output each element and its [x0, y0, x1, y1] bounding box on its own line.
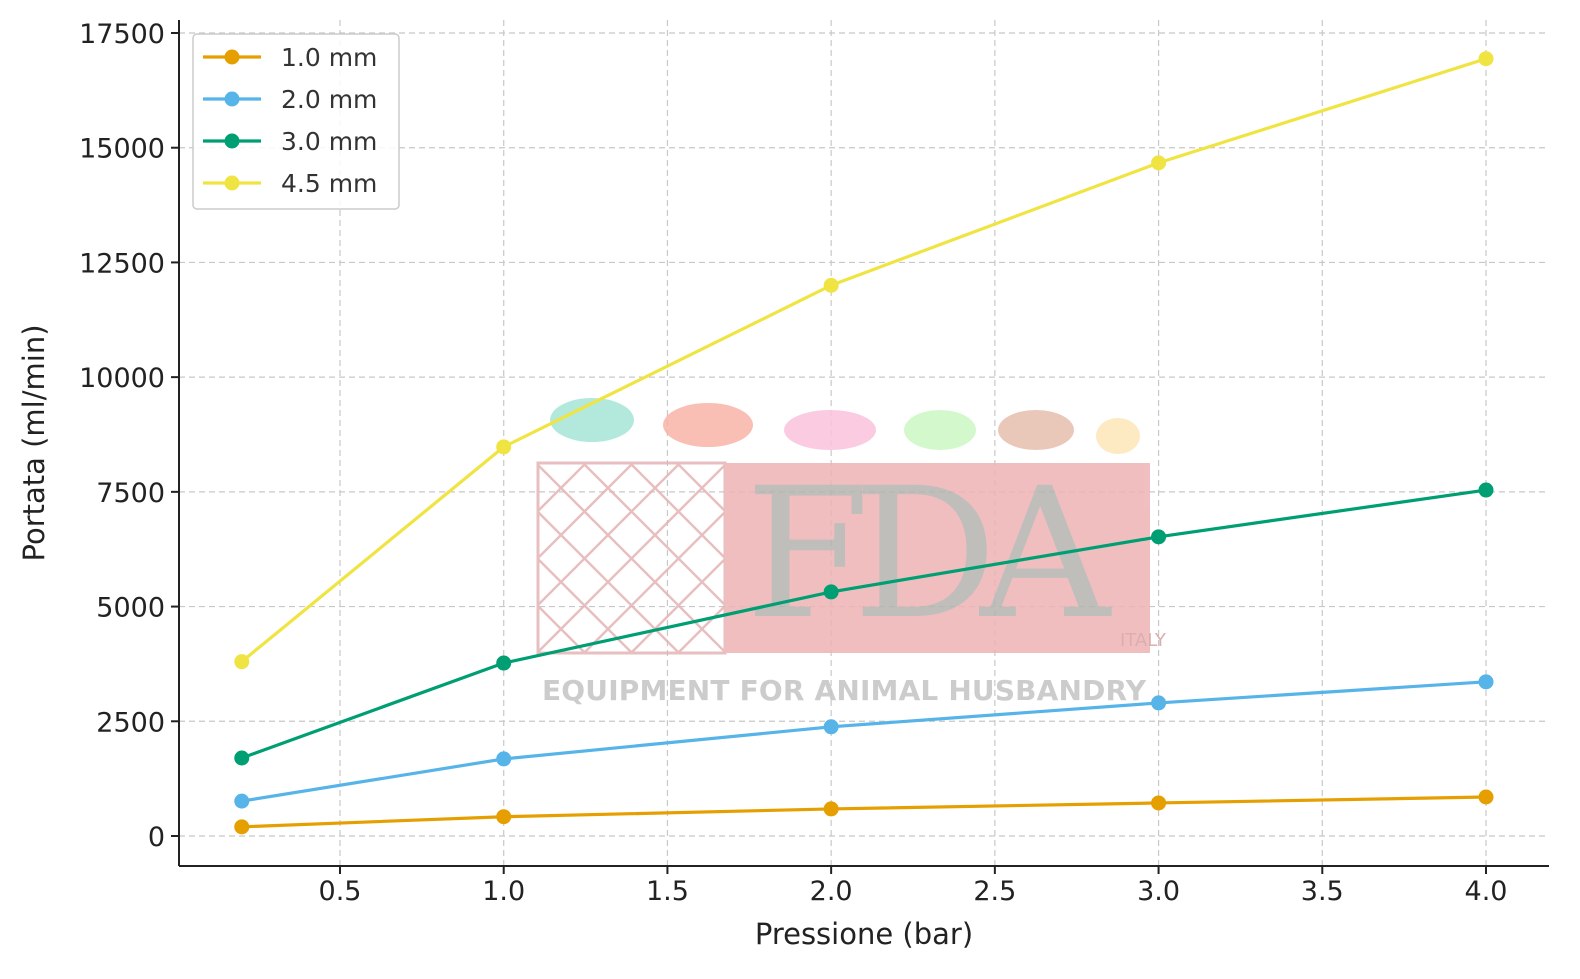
data-point	[1151, 529, 1167, 545]
hatch-line	[537, 462, 587, 512]
y-tick-label: 5000	[96, 593, 165, 624]
pig-icon	[784, 410, 876, 450]
series-line	[241, 795, 1487, 829]
legend-swatch-marker	[224, 133, 240, 149]
hatch-line	[629, 462, 726, 559]
legend-swatch-marker	[224, 175, 240, 191]
y-tick-label: 2500	[96, 707, 165, 738]
data-point	[823, 719, 839, 735]
data-point	[234, 750, 250, 766]
legend-label: 2.0 mm	[281, 85, 377, 114]
fda-watermark-logo: FDA ITALY EQUIPMENT FOR ANIMAL HUSBANDRY	[536, 398, 1167, 707]
data-point	[234, 819, 250, 835]
hatch-line	[582, 462, 726, 606]
horse-icon	[550, 398, 634, 442]
data-point	[1151, 695, 1167, 711]
watermark-red-box	[725, 463, 1150, 653]
hatch-line	[537, 462, 634, 559]
series-lines	[234, 51, 1494, 835]
series-2-0-mm	[234, 674, 1494, 809]
x-tick-label: 3.5	[1301, 876, 1344, 907]
data-point	[234, 654, 250, 670]
x-tick-label: 1.5	[646, 876, 689, 907]
x-tick-label: 1.0	[482, 876, 525, 907]
sheep-icon	[904, 410, 976, 450]
x-tick-label: 0.5	[319, 876, 362, 907]
legend-label: 1.0 mm	[281, 43, 377, 72]
x-tick-label: 3.0	[1137, 876, 1180, 907]
data-point	[234, 793, 250, 809]
legend-label: 3.0 mm	[281, 127, 377, 156]
cow-icon	[663, 403, 753, 447]
y-tick-label: 7500	[96, 478, 165, 509]
data-point	[1151, 795, 1167, 811]
data-point	[496, 439, 512, 455]
hatch-line	[723, 462, 726, 465]
series-4-5-mm	[234, 51, 1494, 670]
y-axis-label: Portata (ml/min)	[17, 324, 51, 561]
y-tick-label: 17500	[79, 19, 165, 50]
dog-icon	[998, 410, 1074, 450]
watermark-country: ITALY	[1120, 630, 1167, 651]
ticks: 0.5 1.0 1.5 2.0 2.5 3.0 3.5 4.0 0 2500 5000 7500 100…	[79, 19, 1507, 907]
legend-swatch-marker	[224, 49, 240, 65]
data-point	[496, 655, 512, 671]
legend-swatch-marker	[224, 91, 240, 107]
data-point	[1478, 51, 1494, 67]
x-tick-label: 2.5	[973, 876, 1016, 907]
hatch-line	[537, 462, 540, 465]
data-point	[496, 809, 512, 825]
data-point	[1478, 482, 1494, 498]
x-axis-label: Pressione (bar)	[755, 917, 973, 951]
series-1-0-mm	[234, 789, 1494, 835]
hatch-line	[537, 464, 726, 653]
x-tick-label: 4.0	[1465, 876, 1508, 907]
data-point	[823, 801, 839, 817]
y-tick-label: 10000	[79, 363, 165, 394]
data-point	[1478, 789, 1494, 805]
hatch-line	[676, 462, 726, 512]
chicken-icon	[1096, 418, 1140, 454]
x-tick-label: 2.0	[810, 876, 853, 907]
watermark-tagline: EQUIPMENT FOR ANIMAL HUSBANDRY	[542, 674, 1147, 707]
series-3-0-mm	[234, 482, 1494, 766]
data-point	[823, 584, 839, 600]
axes	[178, 20, 1549, 867]
hatch-line	[537, 462, 681, 606]
y-tick-label: 0	[148, 822, 165, 853]
data-point	[496, 751, 512, 767]
data-point	[1478, 674, 1494, 690]
legend-box	[192, 33, 400, 210]
animal-silhouettes	[550, 398, 1140, 454]
y-tick-label: 12500	[79, 248, 165, 279]
data-point	[1151, 155, 1167, 171]
y-tick-label: 15000	[79, 134, 165, 165]
data-point	[823, 277, 839, 293]
legend-label: 4.5 mm	[281, 169, 377, 198]
legend: 1.0 mm 2.0 mm 3.0 mm 4.5 mm	[192, 33, 400, 210]
